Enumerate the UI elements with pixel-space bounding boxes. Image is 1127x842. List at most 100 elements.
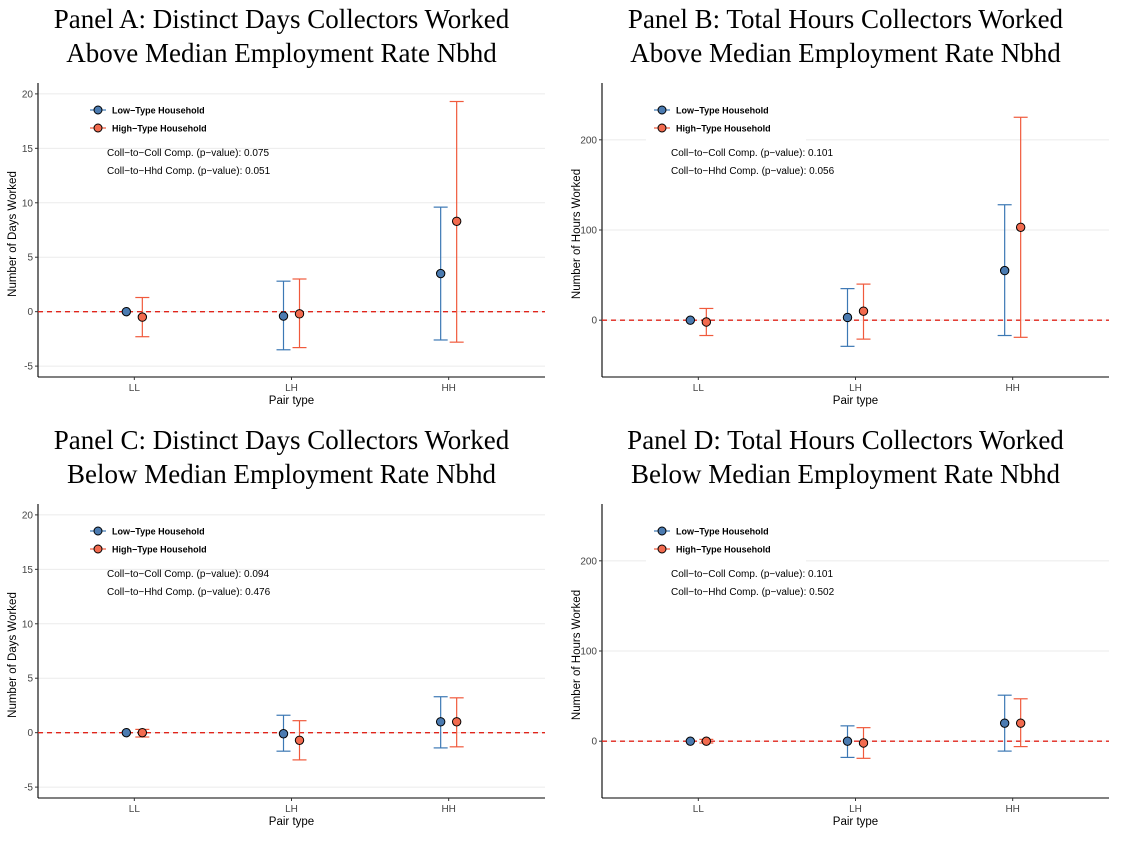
p-value-annotation: Coll−to−Hhd Comp. (p−value): 0.051 [107, 166, 271, 177]
y-tick-label: 100 [580, 647, 597, 658]
panel-title: Panel A: Distinct Days Collectors Worked… [0, 2, 563, 70]
y-tick-label: 0 [591, 316, 597, 327]
p-value-annotation: Coll−to−Hhd Comp. (p−value): 0.502 [671, 587, 835, 598]
y-tick-label: -5 [24, 783, 33, 794]
y-tick-label: 15 [22, 565, 34, 576]
y-tick-label: 5 [27, 253, 33, 264]
data-point [435, 268, 446, 279]
data-point [842, 312, 853, 323]
y-tick-label: 0 [27, 307, 33, 318]
y-tick-label: 10 [22, 198, 34, 209]
p-value-annotation: Coll−to−Coll Comp. (p−value): 0.094 [107, 569, 269, 580]
legend-key-point [657, 105, 667, 115]
panel-title-line-1: Panel B: Total Hours Collectors Worked [627, 4, 1064, 34]
y-tick-label: 0 [27, 728, 33, 739]
legend-label: Low−Type Household [112, 527, 205, 537]
y-tick-label: 20 [22, 89, 34, 100]
data-point [701, 736, 712, 746]
data-point [294, 735, 305, 745]
panel-title: Panel C: Distinct Days Collectors Worked… [0, 423, 563, 491]
legend-key-point [657, 123, 667, 133]
plot-d: 0 100 200 LL LH HH Pair type Number of Hours Wo… [571, 504, 1109, 828]
p-value-annotation: Coll−to−Coll Comp. (p−value): 0.101 [671, 148, 833, 159]
y-tick-label: 0 [591, 737, 597, 748]
x-tick-label: HH [1005, 383, 1019, 394]
y-tick-label: 10 [22, 619, 34, 630]
panel-title-line-1: Panel A: Distinct Days Collectors Worked [53, 4, 510, 34]
data-point [842, 736, 853, 746]
legend-label: High−Type Household [112, 545, 207, 555]
y-tick-label: 100 [580, 226, 597, 237]
x-tick-label: HH [441, 804, 455, 815]
legend-label: Low−Type Household [676, 106, 769, 116]
legend-box [646, 98, 806, 142]
legend-label: High−Type Household [676, 124, 771, 134]
panel-c: Panel C: Distinct Days Collectors Worked… [0, 421, 563, 842]
legend-box [82, 519, 242, 563]
plot-c: -5 0 5 10 15 20 LL LH HH Pair type Number of Days … [7, 504, 545, 828]
y-tick-label: -5 [24, 362, 33, 373]
legend-key-point [657, 526, 667, 536]
panel-title: Panel B: Total Hours Collectors Worked A… [564, 2, 1127, 70]
data-point [121, 306, 132, 317]
y-tick-label: 5 [27, 674, 33, 685]
data-point [435, 717, 446, 727]
data-point [1015, 222, 1026, 232]
p-value-annotation: Coll−to−Coll Comp. (p−value): 0.075 [107, 148, 269, 159]
legend-key-point [93, 544, 103, 554]
y-tick-label: 15 [22, 144, 34, 155]
data-point [278, 729, 289, 739]
data-point [999, 718, 1010, 728]
y-axis-title: Number of Hours Worked [571, 169, 583, 299]
y-axis-title: Number of Days Worked [7, 171, 19, 297]
x-axis-title: Pair type [833, 816, 878, 828]
panel-b: Panel B: Total Hours Collectors Worked A… [564, 0, 1127, 421]
x-tick-label: LH [849, 804, 862, 815]
panel-title-line-2: Below Median Employment Rate Nbhd [631, 459, 1060, 489]
plot-b: 0 100 200 LL LH HH Pair type Number of Hours Wo… [571, 83, 1109, 407]
panel-title-line-2: Below Median Employment Rate Nbhd [67, 459, 496, 489]
panel-title-line-1: Panel C: Distinct Days Collectors Worked [53, 425, 510, 455]
panel-title: Panel D: Total Hours Collectors Worked B… [564, 423, 1127, 491]
legend-key-point [93, 123, 103, 133]
data-point [858, 306, 869, 316]
data-point [451, 717, 462, 727]
x-axis-title: Pair type [269, 816, 314, 828]
x-axis-title: Pair type [269, 395, 314, 407]
x-axis-title: Pair type [833, 395, 878, 407]
y-axis-title: Number of Hours Worked [571, 590, 583, 720]
x-tick-label: LH [285, 383, 298, 394]
data-point [701, 317, 712, 327]
data-point [137, 312, 148, 322]
x-tick-label: LL [129, 383, 141, 394]
panel-d: Panel D: Total Hours Collectors Worked B… [564, 421, 1127, 842]
data-point [451, 216, 462, 226]
p-value-annotation: Coll−to−Coll Comp. (p−value): 0.101 [671, 569, 833, 580]
legend-label: Low−Type Household [676, 527, 769, 537]
data-point [121, 727, 132, 738]
data-point [685, 315, 696, 325]
plot-a: -5 0 5 10 15 20 LL LH HH Pair type Number of Days … [7, 83, 545, 407]
x-tick-label: HH [441, 383, 455, 394]
legend-key-point [93, 105, 103, 115]
panel-a: Panel A: Distinct Days Collectors Worked… [0, 0, 563, 421]
y-tick-label: 200 [580, 556, 597, 567]
y-axis-title: Number of Days Worked [7, 592, 19, 718]
y-tick-label: 20 [22, 510, 34, 521]
y-tick-label: 200 [580, 135, 597, 146]
legend-key-point [93, 526, 103, 536]
data-point [999, 265, 1010, 276]
p-value-annotation: Coll−to−Hhd Comp. (p−value): 0.476 [107, 587, 271, 598]
data-point [685, 736, 696, 746]
legend-key-point [657, 544, 667, 554]
legend-box [646, 519, 806, 563]
legend-label: High−Type Household [676, 545, 771, 555]
x-tick-label: LL [693, 383, 705, 394]
legend-label: Low−Type Household [112, 106, 205, 116]
x-tick-label: LL [693, 804, 705, 815]
x-tick-label: LH [285, 804, 298, 815]
legend-label: High−Type Household [112, 124, 207, 134]
data-point [1015, 718, 1026, 728]
data-point [278, 311, 289, 321]
panel-title-line-2: Above Median Employment Rate Nbhd [630, 38, 1061, 68]
